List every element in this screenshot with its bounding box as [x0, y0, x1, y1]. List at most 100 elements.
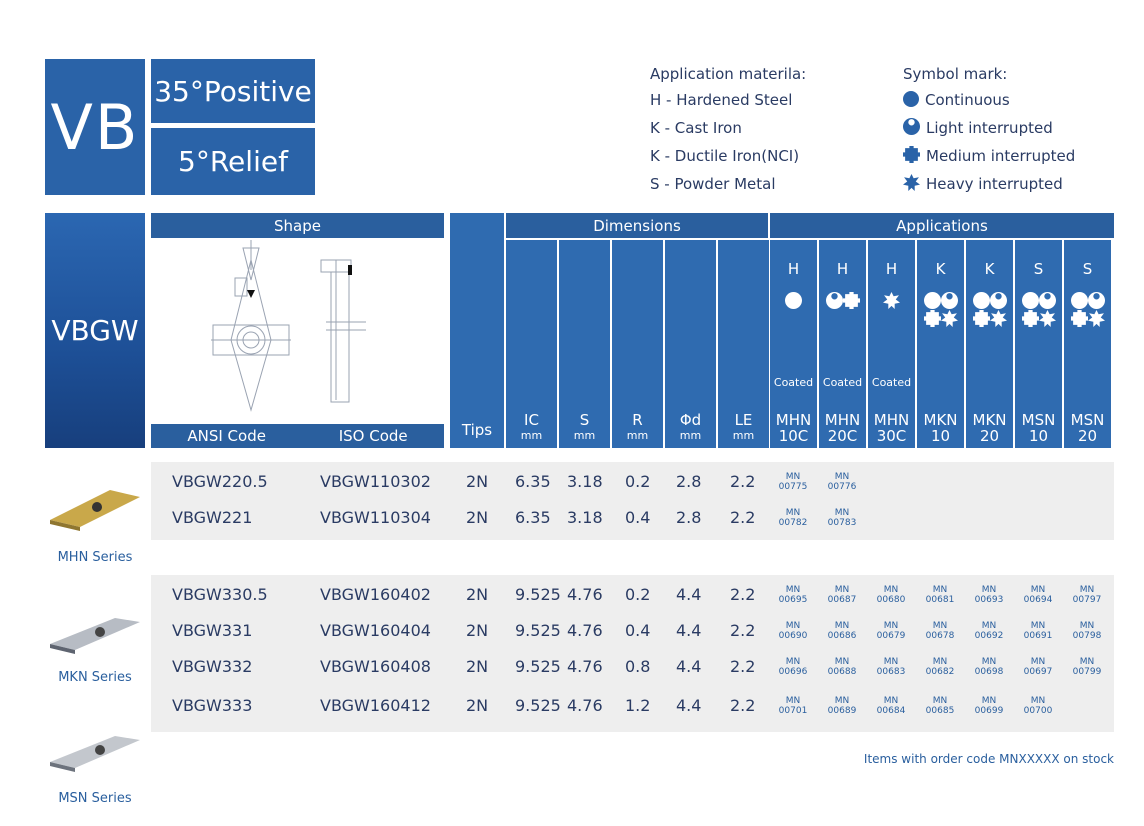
continuous-icon — [1070, 292, 1088, 309]
row-tips: 2N — [466, 585, 489, 604]
row-ic: 6.35 — [515, 472, 551, 491]
medium-interrupted-icon — [1070, 310, 1088, 327]
dimensions-header: Dimensions — [506, 213, 768, 238]
order-code: MN 00689 — [827, 696, 857, 716]
order-code: MN 00678 — [925, 621, 955, 641]
light-interrupted-icon — [1087, 292, 1105, 309]
order-code: MN 00693 — [974, 585, 1004, 605]
order-code: MN 00700 — [1023, 696, 1053, 716]
dimension-column-3: Φd mm — [665, 240, 716, 448]
row-d: 2.8 — [676, 472, 702, 491]
table-row: VBGW330.5 VBGW160402 2N 9.525 4.76 0.2 4.4 2.2 M… — [0, 585, 1144, 615]
row-tips: 2N — [466, 508, 489, 527]
row-le: 2.2 — [730, 657, 756, 676]
material-letter: H — [836, 260, 849, 278]
row-d: 4.4 — [676, 657, 702, 676]
row-iso: VBGW110304 — [320, 508, 431, 527]
row-s: 4.76 — [567, 621, 603, 640]
shape-drawing — [151, 240, 444, 422]
mhn-insert-image — [45, 485, 145, 535]
table-row: VBGW220.5 VBGW110302 2N 6.35 3.18 0.2 2.8 2.2 MN… — [0, 472, 1144, 502]
row-tips: 2N — [466, 472, 489, 491]
material-item: S - Powder Metal — [650, 175, 776, 193]
order-code: MN 00697 — [1023, 657, 1053, 677]
row-ansi: VBGW220.5 — [172, 472, 268, 491]
order-code: MN 00695 — [778, 585, 808, 605]
dimension-label: IC mm — [520, 411, 543, 442]
application-column-5: S MSN 10 — [1015, 240, 1062, 448]
row-tips: 2N — [466, 621, 489, 640]
row-le: 2.2 — [730, 508, 756, 527]
dimension-label: LE mm — [732, 411, 755, 442]
material-letter: H — [885, 260, 898, 278]
msn-insert-image — [45, 730, 145, 780]
symbol-item: Continuous — [903, 86, 1075, 114]
light-interrupted-icon — [940, 292, 958, 309]
dimension-column-4: LE mm — [718, 240, 769, 448]
grade-label: MSN 20 — [1070, 411, 1105, 445]
mkn-series-label: MKN Series — [58, 670, 132, 685]
row-tips: 2N — [466, 657, 489, 676]
row-s: 3.18 — [567, 472, 603, 491]
row-r: 0.4 — [625, 621, 651, 640]
application-column-6: S MSN 20 — [1064, 240, 1111, 448]
material-letter: K — [935, 260, 946, 278]
table-row: VBGW332 VBGW160408 2N 9.525 4.76 0.8 4.4 2.2 MN 0… — [0, 657, 1144, 687]
mhn-band — [151, 462, 1114, 540]
light-interrupted-icon — [1038, 292, 1056, 309]
row-r: 0.2 — [625, 585, 651, 604]
row-tips: 2N — [466, 696, 489, 715]
row-ic: 9.525 — [515, 621, 561, 640]
row-iso: VBGW160412 — [320, 696, 431, 715]
order-code: MN 00681 — [925, 585, 955, 605]
row-d: 4.4 — [676, 621, 702, 640]
order-code: MN 00699 — [974, 696, 1004, 716]
medium-interrupted-icon — [903, 146, 920, 163]
material-item: K - Cast Iron — [650, 119, 742, 137]
row-ansi: VBGW333 — [172, 696, 253, 715]
stock-footnote: Items with order code MNXXXXX on stock — [863, 752, 1114, 766]
application-column-1: H Coated MHN 20C — [819, 240, 866, 448]
continuous-icon — [903, 91, 919, 107]
heavy-interrupted-icon — [989, 310, 1007, 327]
dimension-label: Φd mm — [679, 411, 702, 442]
order-code: MN 00680 — [876, 585, 906, 605]
grade-label: MSN 10 — [1021, 411, 1056, 445]
applications-header: Applications — [770, 213, 1114, 238]
order-code: MN 00679 — [876, 621, 906, 641]
row-ansi: VBGW221 — [172, 508, 253, 527]
coated-label: Coated — [871, 376, 912, 389]
medium-interrupted-icon — [1021, 310, 1039, 327]
symbol-icons — [968, 292, 1011, 328]
row-r: 1.2 — [625, 696, 651, 715]
row-ic: 9.525 — [515, 585, 561, 604]
material-letter: S — [1033, 260, 1044, 278]
symbol-icons — [919, 292, 962, 328]
row-iso: VBGW160404 — [320, 621, 431, 640]
order-code: MN 00701 — [778, 696, 808, 716]
grade-label: MHN 20C — [824, 411, 861, 445]
application-column-0: H Coated MHN 10C — [770, 240, 817, 448]
mkn-insert-image — [45, 612, 145, 662]
mhn-series-label: MHN Series — [57, 550, 133, 565]
light-interrupted-icon — [825, 292, 843, 309]
row-r: 0.4 — [625, 508, 651, 527]
order-code: MN 00799 — [1072, 657, 1102, 677]
medium-interrupted-icon — [923, 310, 941, 327]
application-column-2: H Coated MHN 30C — [868, 240, 915, 448]
symbol-icons — [772, 292, 815, 310]
heavy-interrupted-icon — [903, 174, 920, 191]
row-ansi: VBGW330.5 — [172, 585, 268, 604]
row-iso: VBGW110302 — [320, 472, 431, 491]
light-interrupted-icon — [989, 292, 1007, 309]
symbols-legend: Symbol mark: Continuous Light interrupte… — [903, 62, 1075, 198]
mkn-band — [151, 575, 1114, 732]
msn-series-label: MSN Series — [58, 791, 132, 806]
application-column-3: K MKN 10 — [917, 240, 964, 448]
row-s: 3.18 — [567, 508, 603, 527]
order-code: MN 00683 — [876, 657, 906, 677]
order-code: MN 00682 — [925, 657, 955, 677]
medium-interrupted-icon — [972, 310, 990, 327]
order-code: MN 00775 — [778, 472, 808, 492]
